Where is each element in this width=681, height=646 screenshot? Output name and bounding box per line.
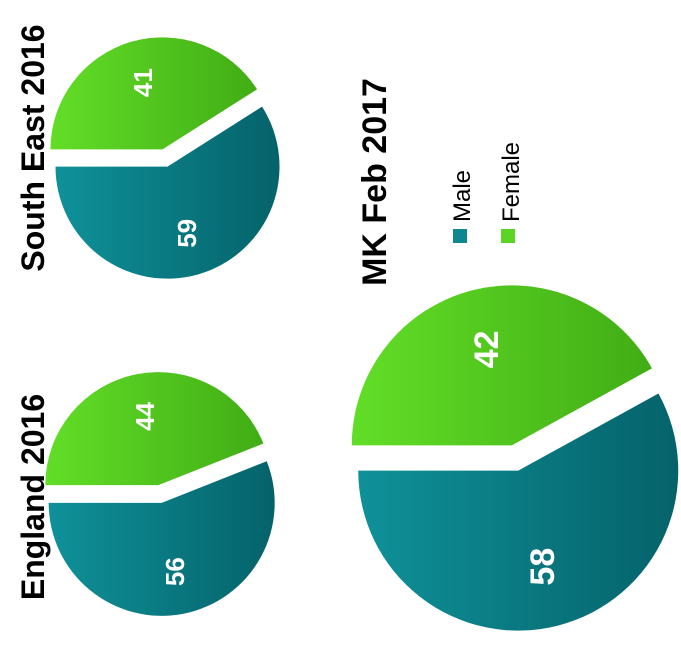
chart-title-england-2016: England 2016 bbox=[15, 394, 51, 600]
legend-swatch-female bbox=[501, 229, 515, 243]
data-label-male: 56 bbox=[160, 557, 190, 586]
legend-label-male: Male bbox=[449, 170, 476, 222]
data-label-female: 41 bbox=[128, 68, 158, 97]
legend: Male Female bbox=[449, 142, 525, 243]
data-label-female: 44 bbox=[130, 401, 160, 430]
chart-title-mk-feb-2017: MK Feb 2017 bbox=[356, 78, 394, 286]
data-label-male: 58 bbox=[524, 548, 562, 586]
pie-mk-feb-2017: 58 42 bbox=[351, 285, 679, 631]
pie-slice-male bbox=[48, 461, 275, 616]
data-label-female: 42 bbox=[468, 330, 506, 368]
pie-slice-male bbox=[358, 393, 679, 631]
pie-slice-female bbox=[351, 285, 652, 446]
pie-slice-male bbox=[55, 106, 280, 279]
data-label-male: 59 bbox=[172, 219, 202, 248]
chart-title-south-east-2016: South East 2016 bbox=[15, 24, 51, 271]
pie-slice-female bbox=[50, 37, 258, 150]
pie-england-2016: 56 44 bbox=[45, 372, 275, 616]
pie-slice-female bbox=[45, 372, 264, 486]
legend-swatch-male bbox=[453, 229, 467, 243]
pie-south-east-2016: 59 41 bbox=[50, 37, 280, 279]
legend-label-female: Female bbox=[498, 142, 525, 222]
